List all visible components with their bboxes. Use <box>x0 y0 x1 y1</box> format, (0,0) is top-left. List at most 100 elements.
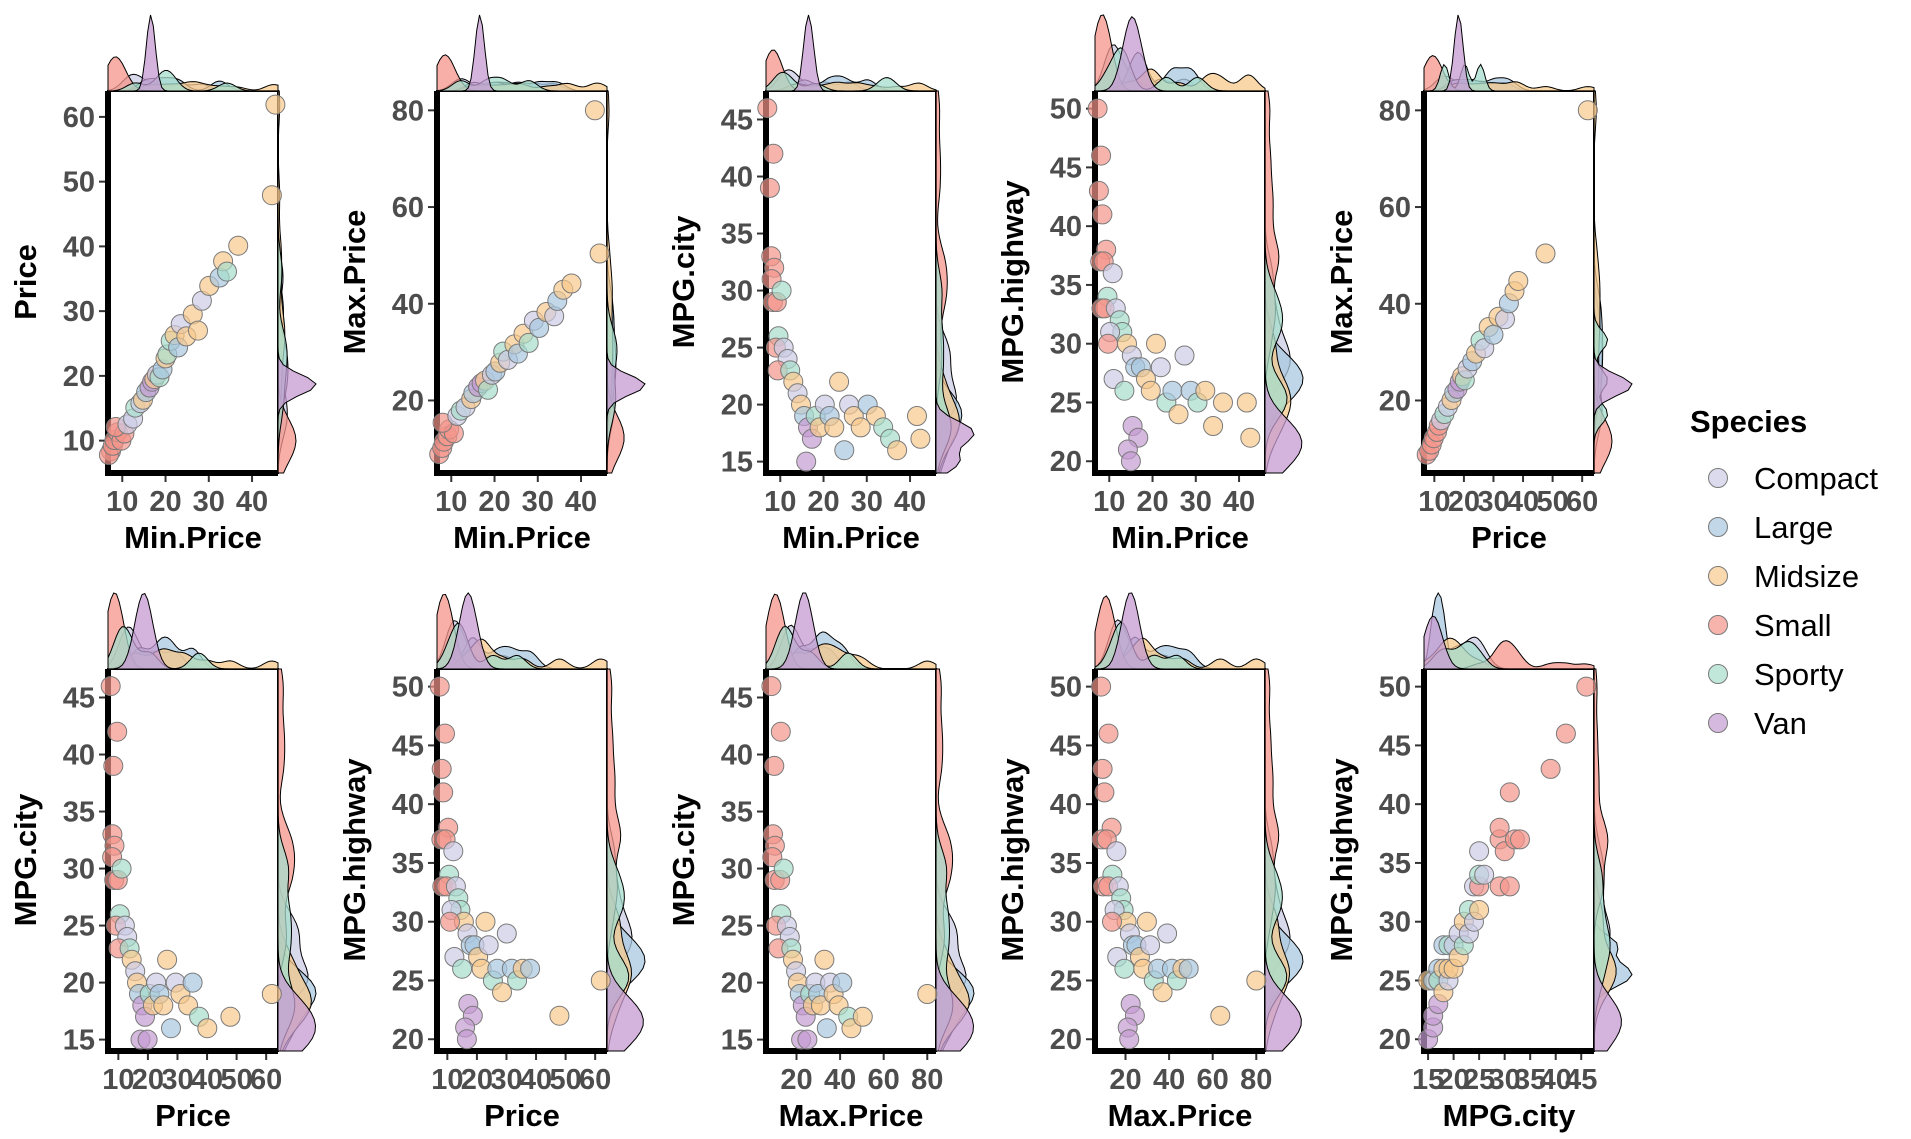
panel-9-y-tick-label: 40 <box>1050 789 1082 821</box>
legend-key-small <box>1708 615 1728 635</box>
panel-10-point-small <box>1540 758 1561 779</box>
panel-2-y-tick-label: 20 <box>392 385 424 417</box>
panel-9-y-tick-label: 30 <box>1050 907 1082 939</box>
panel-1-x-axis-title: Min.Price <box>124 520 262 555</box>
panel-4-x-tick-label: 30 <box>1180 486 1212 518</box>
panel-4-point-compact <box>1102 263 1123 284</box>
panel-2-point-sporty <box>518 332 539 353</box>
panel-1-x-tick-label: 40 <box>236 486 268 518</box>
panel-3-point-large <box>834 440 855 461</box>
panel-6-point-large <box>161 1018 181 1039</box>
panel-3-x-tick-label: 30 <box>851 486 883 518</box>
panel-9-y-tick-label: 25 <box>1050 965 1082 997</box>
panel-8-point-large <box>832 972 853 993</box>
panel-9-point-midsize <box>1210 1005 1231 1026</box>
panel-7-point-compact <box>443 841 464 862</box>
panel-7-point-small <box>440 911 460 932</box>
panel-7-point-sporty <box>452 958 473 979</box>
panel-6-point-van <box>137 1029 158 1050</box>
panel-3-point-midsize <box>829 371 850 392</box>
panel-6-x-tick-label: 60 <box>250 1064 282 1096</box>
panel-4-point-small <box>1087 98 1108 119</box>
panel-6-y-tick-label: 30 <box>63 854 95 886</box>
panel-4-point-small <box>1092 204 1113 225</box>
panel-6-point-large <box>182 972 203 993</box>
panel-6-x-tick-label: 40 <box>191 1064 223 1096</box>
panel-3-point-midsize <box>910 428 931 449</box>
panel-7-frame <box>436 668 608 1052</box>
panel-9-x-tick-label: 40 <box>1153 1064 1185 1096</box>
panel-4-point-van <box>1120 451 1141 472</box>
panel-5-x-tick-label: 20 <box>1448 486 1480 518</box>
panel-5-point-large <box>1483 324 1504 345</box>
panel-6-y-tick-label: 35 <box>63 797 95 829</box>
panel-10-point-small <box>1499 782 1520 803</box>
panel-9-point-compact <box>1140 935 1161 956</box>
panel-4-y-tick-label: 50 <box>1050 94 1082 126</box>
legend-item-small: Small <box>1708 608 1832 643</box>
panel-7-x-axis-title: Price <box>484 1098 560 1133</box>
legend-key-sporty <box>1708 664 1728 684</box>
panel-3-point-sporty <box>771 280 792 301</box>
panel-5-x-tick-label: 60 <box>1566 486 1598 518</box>
panel-3-point-van <box>796 451 817 472</box>
panel-6-x-tick-label: 30 <box>161 1064 193 1096</box>
panel-3-x-axis-title: Min.Price <box>782 520 920 555</box>
panel-7-point-van <box>456 1029 477 1050</box>
panel-4-x-tick-label: 10 <box>1093 486 1125 518</box>
panel-6-y-tick-label: 45 <box>63 683 95 715</box>
legend-item-large: Large <box>1708 510 1833 545</box>
panel-4-point-compact <box>1174 345 1195 366</box>
panel-4-y-tick-label: 45 <box>1050 152 1082 184</box>
panel-2-top-density-van <box>437 14 607 92</box>
panel-9-right-density-van <box>1264 669 1302 1052</box>
panel-7-y-tick-label: 30 <box>392 907 424 939</box>
panel-2-right-density-van <box>606 91 646 473</box>
panel-7-x-tick-label: 20 <box>461 1064 493 1096</box>
panel-1-x-tick-label: 20 <box>149 486 181 518</box>
panel-5-point-midsize <box>1535 243 1556 264</box>
panel-4-point-midsize <box>1203 416 1224 436</box>
panel-10-x-axis-title: MPG.city <box>1443 1098 1576 1133</box>
panel-9-y-axis-title: MPG.highway <box>995 758 1030 962</box>
panel-10-point-small <box>1576 676 1597 697</box>
panel-5-point-midsize <box>1508 271 1529 291</box>
panel-6-point-midsize <box>157 949 178 970</box>
panel-6-y-tick-label: 40 <box>63 740 95 772</box>
panel-8-y-axis-title: MPG.city <box>666 793 701 926</box>
panel-4-point-compact <box>1150 357 1171 378</box>
panel-8-y-tick-label: 15 <box>721 1025 753 1057</box>
panel-2-x-tick-label: 10 <box>435 486 467 518</box>
panel-7-y-tick-label: 35 <box>392 848 424 880</box>
panel-1-point-midsize <box>261 185 282 206</box>
panel-3-point-small <box>757 98 778 119</box>
panel-4-point-midsize <box>1140 380 1161 401</box>
panel-1-y-tick-label: 20 <box>63 361 95 393</box>
panel-2-point-midsize <box>589 243 610 264</box>
panel-8-point-van <box>797 1029 818 1050</box>
panel-2-point-midsize <box>561 273 582 294</box>
panel-8-x-tick-label: 60 <box>868 1064 900 1096</box>
panel-1-point-midsize <box>228 235 249 256</box>
panel-7-x-tick-label: 60 <box>579 1064 611 1096</box>
panel-9-point-small <box>1092 758 1113 779</box>
panel-3-right-density-van <box>935 91 975 474</box>
panel-4-y-tick-label: 20 <box>1050 446 1082 478</box>
panel-9-point-van <box>1119 1029 1140 1050</box>
panel-4-y-tick-label: 25 <box>1050 387 1082 419</box>
panel-3-point-small <box>759 177 780 198</box>
panel-7-point-small <box>435 723 455 744</box>
panel-10-y-tick-label: 25 <box>1379 965 1411 997</box>
panel-7-point-midsize <box>549 1005 570 1026</box>
legend-item-sporty: Sporty <box>1708 657 1844 692</box>
panel-9-x-tick-label: 60 <box>1197 1064 1229 1096</box>
panel-5-y-axis-title: Max.Price <box>1324 210 1359 355</box>
panel-8-top-density-van <box>766 592 936 670</box>
panel-10-x-tick-label: 30 <box>1489 1064 1521 1096</box>
panel-3-y-tick-label: 15 <box>721 447 753 479</box>
panel-4-top-density-van <box>1094 16 1265 92</box>
